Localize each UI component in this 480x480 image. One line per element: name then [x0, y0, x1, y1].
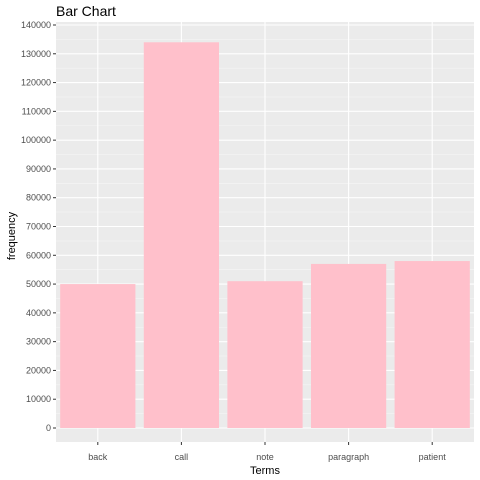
chart-title: Bar Chart	[56, 3, 116, 19]
bar-paragraph	[310, 263, 387, 428]
y-tick-label: 90000	[26, 164, 51, 174]
x-tick-label: paragraph	[328, 452, 369, 462]
bar-layer	[60, 42, 470, 429]
y-tick-label: 100000	[21, 135, 51, 145]
x-tick-label: back	[88, 452, 108, 462]
x-axis: back call note paragraph patient	[88, 442, 446, 462]
y-tick-label: 120000	[21, 78, 51, 88]
y-tick-label: 140000	[21, 20, 51, 30]
y-axis-title: frequency	[6, 211, 18, 260]
y-tick-label: 60000	[26, 250, 51, 260]
y-tick-label: 110000	[22, 106, 51, 116]
y-tick-label: 0	[46, 423, 51, 433]
y-tick-label: 20000	[26, 365, 51, 375]
y-tick-label: 70000	[26, 222, 51, 232]
y-tick-label: 50000	[26, 279, 51, 289]
x-tick-label: patient	[419, 452, 447, 462]
x-tick-label: call	[175, 452, 189, 462]
bar-patient	[394, 261, 470, 428]
y-axis: 0 10000 20000 30000 40000 50000 60000 70000 8000…	[21, 20, 56, 433]
x-tick-label: note	[256, 452, 274, 462]
x-axis-title: Terms	[250, 465, 280, 477]
y-tick-label: 130000	[21, 49, 51, 59]
y-tick-label: 40000	[26, 308, 51, 318]
bar-note	[227, 281, 303, 428]
y-tick-label: 30000	[26, 337, 51, 347]
y-tick-label: 10000	[26, 394, 51, 404]
y-tick-label: 80000	[26, 193, 51, 203]
bar-call	[143, 42, 220, 429]
bar-back	[60, 284, 136, 428]
